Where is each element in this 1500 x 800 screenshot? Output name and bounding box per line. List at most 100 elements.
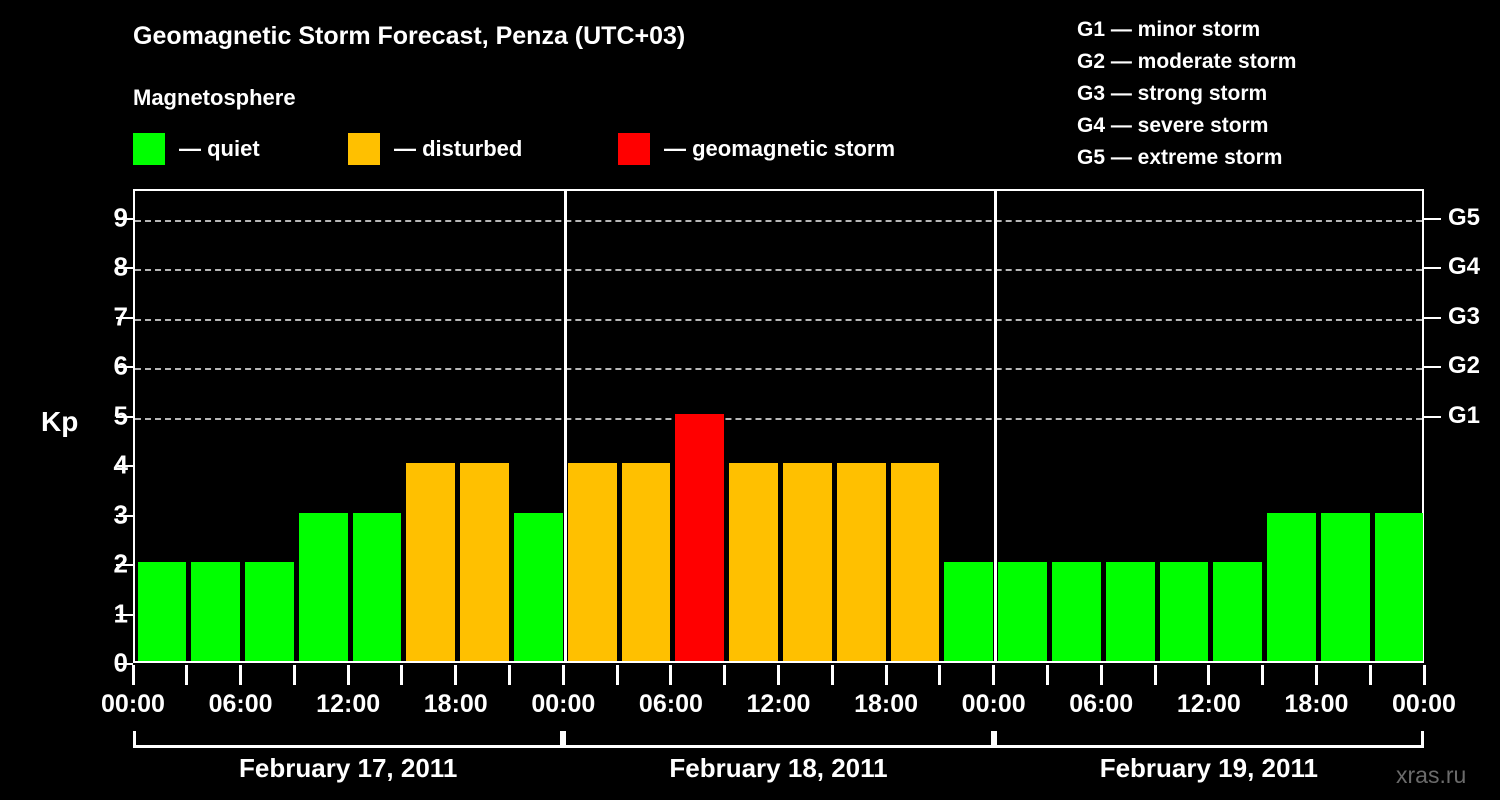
x-tick-mark-16: [992, 665, 996, 685]
x-tick-label-10: 12:00: [1176, 690, 1241, 718]
g-tick-mark-G1: [1424, 415, 1441, 418]
bar-8[interactable]: [567, 463, 617, 661]
x-tick-mark-23: [1368, 665, 1372, 685]
bar-16[interactable]: [998, 562, 1047, 661]
g-legend-row-1: G1 — minor storm: [1077, 18, 1261, 41]
bar-1[interactable]: [191, 562, 241, 661]
g-tick-label-G1: G1: [1448, 401, 1481, 429]
y-tick-mark-3: [116, 514, 133, 517]
x-tick-label-11: 18:00: [1284, 690, 1349, 718]
x-tick-mark-9: [615, 665, 619, 685]
x-tick-mark-19: [1153, 665, 1157, 685]
gridline-kp-6: [135, 368, 1422, 371]
y-tick-label-6: 6: [113, 350, 128, 381]
date-label-2: February 18, 2011: [669, 753, 888, 783]
g-legend-row-5: G5 — extreme storm: [1077, 146, 1283, 169]
section-label: Magnetosphere: [133, 85, 296, 110]
bar-7[interactable]: [514, 512, 563, 661]
x-tick-mark-5: [400, 665, 404, 685]
x-tick-mark-2: [239, 665, 243, 685]
bar-18[interactable]: [1105, 562, 1155, 661]
g-tick-label-G5: G5: [1448, 203, 1481, 231]
x-tick-mark-11: [723, 665, 727, 685]
x-tick-label-0: 00:00: [101, 690, 165, 718]
day-divider-2: [994, 191, 998, 661]
x-tick-mark-22: [1314, 665, 1318, 685]
x-tick-label-5: 06:00: [638, 690, 703, 718]
bar-10[interactable]: [675, 413, 725, 661]
x-tick-mark-24: [1422, 665, 1426, 685]
bar-13[interactable]: [836, 463, 886, 661]
bar-12[interactable]: [783, 463, 832, 661]
date-label-1: February 17, 2011: [239, 753, 458, 783]
g-legend-row-2: G2 — moderate storm: [1077, 50, 1297, 73]
g-tick-mark-G5: [1424, 217, 1441, 220]
g-legend-row-3: G3 — strong storm: [1077, 82, 1268, 105]
bar-21[interactable]: [1267, 512, 1316, 661]
bar-17[interactable]: [1051, 562, 1101, 661]
g-tick-label-G4: G4: [1448, 253, 1481, 281]
y-tick-label-5: 5: [113, 400, 128, 431]
bar-14[interactable]: [890, 463, 940, 661]
g-tick-label-G2: G2: [1448, 352, 1481, 380]
g-tick-mark-G2: [1424, 366, 1441, 369]
x-tick-mark-7: [508, 665, 512, 685]
bar-19[interactable]: [1159, 562, 1209, 661]
g-tick-mark-G4: [1424, 267, 1441, 270]
gridline-kp-8: [135, 269, 1422, 272]
legend-entry-disturbed: — disturbed: [348, 133, 522, 165]
x-tick-mark-20: [1207, 665, 1211, 685]
y-tick-label-8: 8: [113, 251, 128, 282]
y-tick-label-0: 0: [113, 647, 128, 678]
y-tick-label-4: 4: [113, 449, 128, 480]
legend-entry-storm: — geomagnetic storm: [618, 133, 895, 165]
bar-23[interactable]: [1374, 512, 1424, 661]
legend-entry-quiet: — quiet: [133, 133, 260, 165]
y-tick-mark-1: [116, 613, 133, 616]
legend-swatch-disturbed: [348, 133, 380, 165]
date-bracket-2: [563, 731, 994, 748]
y-tick-label-3: 3: [113, 499, 128, 530]
day-divider-1: [563, 191, 567, 661]
date-label-3: February 19, 2011: [1099, 753, 1318, 783]
y-tick-label-1: 1: [113, 598, 128, 629]
x-tick-mark-8: [561, 665, 565, 685]
legend-swatch-storm: [618, 133, 650, 165]
bar-3[interactable]: [298, 512, 348, 661]
y-tick-mark-8: [116, 267, 133, 270]
x-tick-mark-4: [346, 665, 350, 685]
bar-9[interactable]: [621, 463, 671, 661]
x-tick-mark-12: [777, 665, 780, 685]
x-tick-mark-6: [454, 665, 458, 685]
bar-15[interactable]: [944, 562, 994, 661]
bar-11[interactable]: [729, 463, 778, 661]
g-tick-label-G3: G3: [1448, 302, 1481, 330]
y-tick-mark-5: [116, 415, 133, 418]
x-tick-mark-10: [669, 665, 673, 685]
x-tick-mark-14: [884, 665, 888, 685]
bar-20[interactable]: [1213, 562, 1263, 661]
bar-22[interactable]: [1320, 512, 1370, 661]
x-tick-label-3: 18:00: [423, 690, 488, 718]
x-tick-label-7: 18:00: [854, 690, 919, 718]
x-tick-mark-21: [1261, 665, 1265, 685]
y-tick-mark-7: [116, 316, 133, 319]
legend-label-disturbed: — disturbed: [394, 136, 523, 161]
page-title: Geomagnetic Storm Forecast, Penza (UTC+0…: [133, 22, 686, 50]
y-tick-label-2: 2: [113, 548, 128, 579]
y-tick-mark-0: [116, 663, 133, 665]
g-legend-row-4: G4 — severe storm: [1077, 114, 1269, 137]
y-tick-mark-9: [116, 217, 133, 220]
gridline-kp-7: [135, 318, 1422, 321]
x-tick-mark-17: [1045, 665, 1049, 685]
bar-4[interactable]: [352, 512, 402, 661]
y-tick-label-9: 9: [113, 202, 128, 233]
bar-2[interactable]: [245, 562, 294, 661]
bar-6[interactable]: [460, 463, 510, 661]
x-tick-mark-0: [131, 665, 135, 685]
bar-5[interactable]: [406, 463, 456, 661]
bar-0[interactable]: [137, 562, 187, 661]
x-tick-label-9: 06:00: [1069, 690, 1134, 718]
gridline-kp-5: [135, 417, 1422, 420]
x-tick-mark-15: [938, 665, 942, 685]
